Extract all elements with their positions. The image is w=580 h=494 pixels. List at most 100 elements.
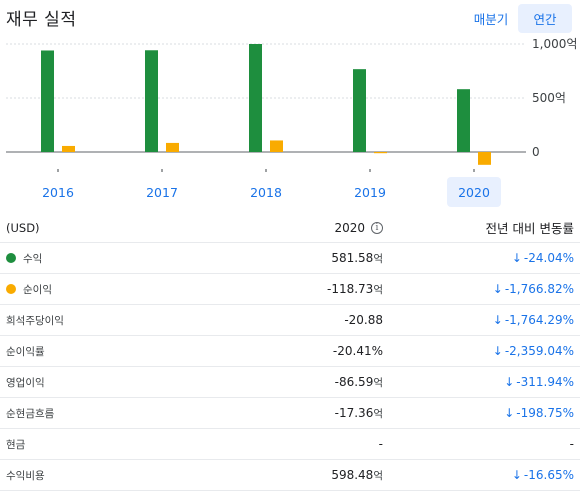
y-tick-label: 500억 bbox=[532, 91, 566, 105]
row-yoy-change: ↓ -311.94% bbox=[504, 367, 574, 397]
row-value-number: -20.88 bbox=[344, 313, 383, 327]
row-value: -20.41% bbox=[333, 336, 383, 366]
row-yoy-change-value: -198.75% bbox=[516, 406, 574, 420]
row-value: -17.36 억 bbox=[335, 398, 383, 428]
year-label: 2016 bbox=[42, 185, 74, 200]
row-value: 581.58 억 bbox=[331, 243, 383, 273]
table-row[interactable]: 순이익률 -20.41% ↓ -2,359.04% bbox=[0, 336, 580, 367]
row-value-unit: 억 bbox=[373, 469, 383, 482]
table-row[interactable]: 희석주당이익 -20.88 ↓ -1,764.29% bbox=[0, 305, 580, 336]
revenue-bar bbox=[353, 69, 366, 152]
row-yoy-change-value: -24.04% bbox=[523, 251, 574, 265]
net-income-bar bbox=[270, 140, 283, 152]
row-yoy-change: ↓ -1,766.82% bbox=[493, 274, 574, 304]
row-value-number: -17.36 bbox=[334, 406, 374, 420]
year-label: 2019 bbox=[354, 185, 386, 200]
y-tick-label: 1,000억 bbox=[532, 37, 577, 51]
row-yoy-change-value: -1,766.82% bbox=[504, 282, 574, 296]
revenue-bar bbox=[249, 44, 262, 152]
financial-bar-chart: 1,000억 500억 0 2016 2017 2018 2019 2020 bbox=[6, 37, 577, 207]
table-row[interactable]: 현금 - - bbox=[0, 429, 580, 460]
page-title: 재무 실적 bbox=[6, 10, 77, 30]
down-arrow-icon: ↓ bbox=[492, 282, 503, 296]
row-value-number: - bbox=[378, 437, 383, 451]
row-value-number: 581.58 bbox=[331, 251, 374, 265]
row-value-number: -118.73 bbox=[327, 282, 374, 296]
down-arrow-icon: ↓ bbox=[504, 375, 515, 389]
y-tick-label: 0 bbox=[532, 145, 540, 159]
year-label: 2018 bbox=[250, 185, 282, 200]
row-label-text: 순현금흐름 bbox=[6, 407, 55, 420]
table-body: 수익 581.58 억 ↓ -24.04% 순이익 -118.73 억 ↓ -1,766.82% 희… bbox=[0, 243, 580, 491]
row-value-number: 598.48 bbox=[331, 468, 374, 482]
row-label-text: 순이익 bbox=[23, 283, 52, 296]
year-header-label: 2020 bbox=[334, 220, 365, 235]
legend-dot-icon bbox=[6, 284, 16, 294]
row-value: -118.73 억 bbox=[327, 274, 383, 304]
row-value-unit: 억 bbox=[373, 376, 383, 389]
table-row[interactable]: 순이익 -118.73 억 ↓ -1,766.82% bbox=[0, 274, 580, 305]
table-row[interactable]: 수익비용 598.48 억 ↓ -16.65% bbox=[0, 460, 580, 491]
net-income-bar bbox=[166, 142, 179, 152]
row-label-text: 영업이익 bbox=[6, 376, 45, 389]
row-yoy-change: ↓ -1,764.29% bbox=[493, 305, 574, 335]
down-arrow-icon: ↓ bbox=[511, 251, 522, 265]
row-label: 희석주당이익 bbox=[6, 305, 64, 335]
row-yoy-change-value: - bbox=[569, 437, 574, 451]
table-header-row: (USD) 2020 i 전년 대비 변동률 bbox=[0, 213, 580, 243]
yoy-change-header: 전년 대비 변동률 bbox=[485, 221, 574, 236]
row-label: 수익비용 bbox=[6, 460, 45, 490]
row-label: 순현금흐름 bbox=[6, 398, 54, 428]
info-icon[interactable]: i bbox=[371, 221, 383, 234]
row-label-text: 수익비용 bbox=[6, 469, 45, 482]
table-row[interactable]: 순현금흐름 -17.36 억 ↓ -198.75% bbox=[0, 398, 580, 429]
row-label: 순이익 bbox=[6, 274, 52, 304]
legend-dot-icon bbox=[6, 253, 16, 263]
row-label-text: 현금 bbox=[6, 438, 26, 451]
net-income-bar bbox=[374, 152, 387, 154]
row-yoy-change: ↓ -16.65% bbox=[512, 460, 574, 490]
row-label: 영업이익 bbox=[6, 367, 45, 397]
revenue-bar bbox=[145, 50, 158, 152]
row-value: -86.59 억 bbox=[335, 367, 383, 397]
row-yoy-change-value: -2,359.04% bbox=[504, 344, 574, 358]
row-yoy-change: ↓ -24.04% bbox=[512, 243, 574, 273]
row-value-unit: 억 bbox=[373, 283, 383, 296]
financials-table: (USD) 2020 i 전년 대비 변동률 수익 581.58 억 ↓ -24.04%… bbox=[0, 213, 580, 491]
row-yoy-change: ↓ -198.75% bbox=[504, 398, 574, 428]
down-arrow-icon: ↓ bbox=[504, 406, 515, 420]
revenue-bar bbox=[41, 50, 54, 153]
row-label-text: 수익 bbox=[23, 252, 43, 265]
revenue-bar bbox=[457, 89, 470, 152]
row-value: - bbox=[379, 429, 383, 459]
net-income-bar bbox=[478, 152, 491, 165]
row-yoy-change-value: -1,764.29% bbox=[504, 313, 574, 327]
row-value-unit: 억 bbox=[373, 252, 383, 265]
row-value: 598.48 억 bbox=[331, 460, 383, 490]
row-value-number: -20.41% bbox=[332, 344, 383, 358]
row-value-number: -86.59 bbox=[334, 375, 374, 389]
row-label-text: 순이익률 bbox=[6, 345, 45, 358]
row-yoy-change: ↓ -2,359.04% bbox=[493, 336, 574, 366]
row-label-text: 희석주당이익 bbox=[6, 314, 64, 327]
year-column-header: 2020 i bbox=[334, 213, 383, 242]
quarterly-toggle-button[interactable]: 매분기 bbox=[473, 12, 509, 27]
currency-label: (USD) bbox=[6, 220, 40, 235]
down-arrow-icon: ↓ bbox=[492, 313, 503, 327]
row-label: 현금 bbox=[6, 429, 25, 459]
net-income-bar bbox=[62, 145, 75, 152]
year-label: 2017 bbox=[146, 185, 178, 200]
down-arrow-icon: ↓ bbox=[492, 344, 503, 358]
row-yoy-change-value: -311.94% bbox=[516, 375, 574, 389]
row-label: 순이익률 bbox=[6, 336, 45, 366]
row-yoy-change: - bbox=[570, 429, 574, 459]
row-yoy-change-value: -16.65% bbox=[523, 468, 574, 482]
down-arrow-icon: ↓ bbox=[511, 468, 522, 482]
table-row[interactable]: 수익 581.58 억 ↓ -24.04% bbox=[0, 243, 580, 274]
row-value-unit: 억 bbox=[373, 407, 383, 420]
selected-year-highlight bbox=[447, 177, 501, 207]
annual-toggle-button[interactable]: 연간 bbox=[518, 4, 572, 33]
row-value: -20.88 bbox=[344, 305, 383, 335]
year-label: 2020 bbox=[458, 185, 490, 200]
table-row[interactable]: 영업이익 -86.59 억 ↓ -311.94% bbox=[0, 367, 580, 398]
